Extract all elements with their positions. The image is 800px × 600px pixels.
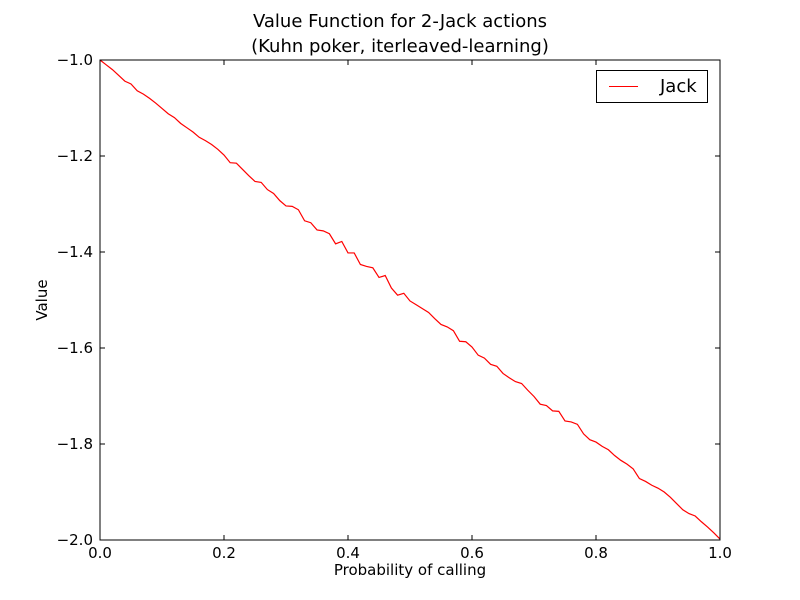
legend: Jack <box>596 70 708 103</box>
y-tick-label: −2.0 <box>57 531 93 549</box>
legend-line-jack <box>609 86 638 87</box>
legend-label-jack: Jack <box>660 76 697 97</box>
y-tick-label: −1.2 <box>57 147 93 165</box>
x-tick-label: 0.8 <box>584 544 608 562</box>
y-tick-label: −1.0 <box>57 51 93 69</box>
x-axis-label: Probability of calling <box>333 561 487 579</box>
chart-subtitle: (Kuhn poker, iterleaved-learning) <box>251 36 549 57</box>
x-tick-label: 0.4 <box>336 544 360 562</box>
series-line-jack <box>99 59 721 540</box>
x-tick-label: 0.6 <box>460 544 484 562</box>
chart-title: Value Function for 2-Jack actions <box>252 11 548 32</box>
y-tick-label: −1.8 <box>57 435 93 453</box>
y-tick-label: −1.6 <box>57 339 93 357</box>
plot-frame <box>99 59 721 541</box>
y-tick-label: −1.4 <box>57 243 93 261</box>
x-tick-label: 0.2 <box>212 544 236 562</box>
x-tick-label: 0.0 <box>88 544 112 562</box>
y-axis-label: Value <box>33 279 51 321</box>
x-tick-label: 1.0 <box>708 544 732 562</box>
